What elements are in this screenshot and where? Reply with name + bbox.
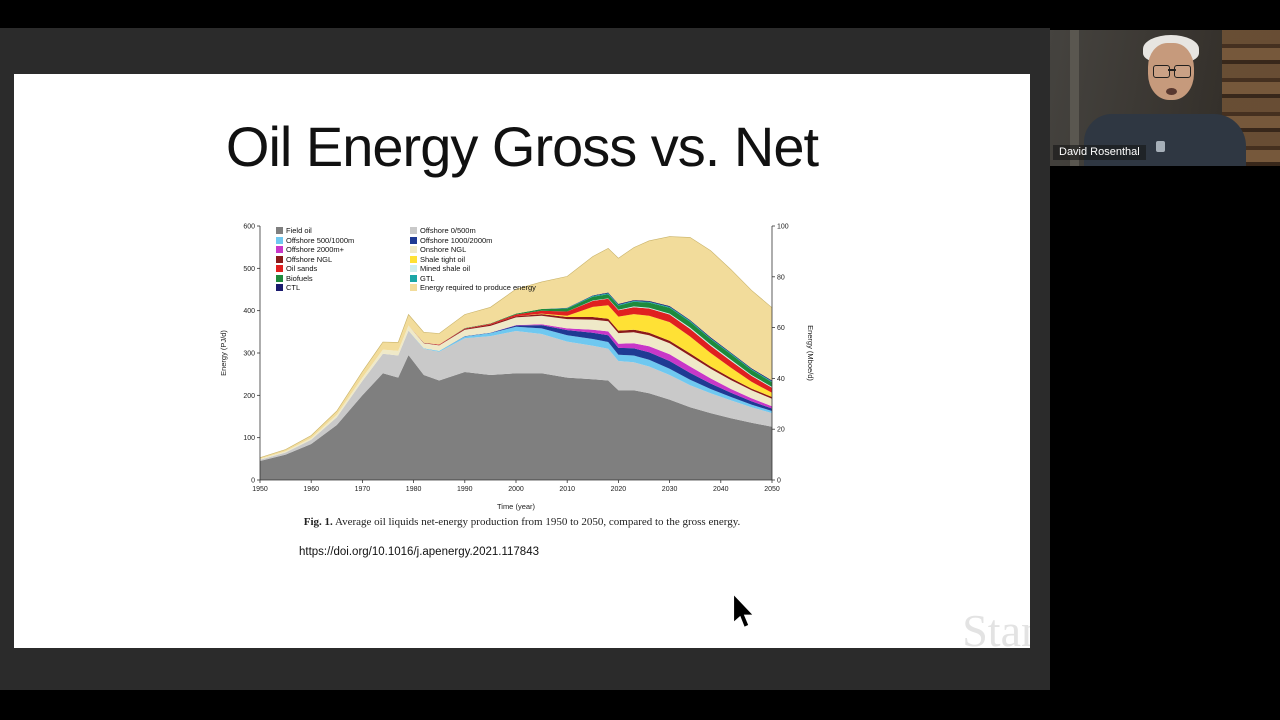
tick-label: 2030 xyxy=(662,486,678,493)
legend-item: Offshore 500/1000m xyxy=(276,236,394,246)
tick-label: 2050 xyxy=(764,486,780,493)
presentation-slide: Oil Energy Gross vs. Net 0 100 200 300 400 50… xyxy=(14,74,1030,648)
legend-item: Offshore 1000/2000m xyxy=(410,236,536,246)
legend-item: GTL xyxy=(410,274,536,284)
watermark-text: Stan xyxy=(962,605,1030,648)
shirt-logo xyxy=(1156,141,1165,152)
tick-label: 1980 xyxy=(406,486,422,493)
participant-glasses xyxy=(1153,65,1191,78)
legend-label: Oil sands xyxy=(286,264,318,273)
chart-legend: Field oil Offshore 0/500m Offshore 500/100… xyxy=(276,226,536,293)
tick-label: 100 xyxy=(243,435,255,442)
series-energy-required-to-produce-energy xyxy=(260,236,772,459)
legend-label: Offshore 500/1000m xyxy=(286,235,355,245)
legend-label: Offshore NGL xyxy=(286,254,333,264)
legend-label: Biofuels xyxy=(286,273,313,283)
tick-label: 0 xyxy=(777,478,781,485)
tick-label: 2000 xyxy=(508,486,524,493)
participant-mouth xyxy=(1166,88,1177,95)
legend-label: Field oil xyxy=(286,226,312,235)
doi-text: https://doi.org/10.1016/j.apenergy.2021.… xyxy=(299,546,539,558)
legend-item: Biofuels xyxy=(276,274,394,284)
legend-swatch xyxy=(276,265,283,273)
tick-label: 1970 xyxy=(355,486,371,493)
legend-swatch xyxy=(276,236,283,244)
tick-label: 500 xyxy=(243,266,255,273)
tick-label: 2010 xyxy=(559,486,575,493)
figure-caption-label: Fig. 1. xyxy=(303,516,333,528)
screenshare-stage: Oil Energy Gross vs. Net 0 100 200 300 400 50… xyxy=(0,28,1050,690)
legend-label: Energy required to produce energy xyxy=(420,283,536,292)
tick-label: 1960 xyxy=(303,486,319,493)
series-onshore-ngl xyxy=(260,315,772,460)
legend-swatch xyxy=(276,246,283,254)
slide-title: Oil Energy Gross vs. Net xyxy=(225,115,819,178)
mouse-cursor-icon xyxy=(732,593,755,629)
tick-label: 40 xyxy=(777,376,785,383)
tick-label: 1950 xyxy=(252,486,268,493)
tick-label: 80 xyxy=(777,274,785,281)
legend-label: Mined shale oil xyxy=(420,264,471,273)
tick-label: 0 xyxy=(251,478,255,485)
tick-label: 1990 xyxy=(457,486,473,493)
legend-item: Field oil xyxy=(276,226,394,236)
legend-swatch xyxy=(276,227,283,235)
legend-item: Shale tight oil xyxy=(410,255,536,265)
legend-item: Offshore 2000m+ xyxy=(276,245,394,255)
legend-swatch xyxy=(410,236,417,244)
oil-energy-chart: 0 100 200 300 400 500 600 0 20 40 60 80 100 1950 1960 1… xyxy=(214,214,814,514)
tick-label: 100 xyxy=(777,224,789,231)
x-axis-title: Time (year) xyxy=(497,502,536,511)
legend-item: CTL xyxy=(276,283,394,293)
legend-item: Oil sands xyxy=(276,264,394,274)
tick-label: 20 xyxy=(777,427,785,434)
legend-label: Shale tight oil xyxy=(420,254,466,264)
legend-label: Offshore 1000/2000m xyxy=(420,235,493,245)
figure-caption-text: Average oil liquids net-energy productio… xyxy=(334,516,741,528)
legend-item: Offshore NGL xyxy=(276,255,394,265)
doorframe-shape xyxy=(1070,30,1079,166)
tick-label: 400 xyxy=(243,308,255,315)
tick-label: 60 xyxy=(777,325,785,332)
tick-label: 2020 xyxy=(611,486,627,493)
legend-swatch xyxy=(276,255,283,263)
glasses-lens-left xyxy=(1153,65,1170,78)
legend-item: Onshore NGL xyxy=(410,245,536,255)
legend-swatch xyxy=(410,227,417,235)
participant-name-label: David Rosenthal xyxy=(1053,145,1146,160)
legend-swatch xyxy=(410,265,417,273)
legend-swatch xyxy=(410,255,417,263)
webcam-tile: David Rosenthal xyxy=(1050,30,1280,166)
series-offshore-0-500m xyxy=(260,330,772,461)
legend-swatch xyxy=(410,246,417,254)
legend-item: Offshore 0/500m xyxy=(410,226,536,236)
figure-caption: Fig. 1. Average oil liquids net-energy p… xyxy=(14,516,1030,528)
legend-swatch xyxy=(276,284,283,292)
left-axis-title: Energy (PJ/d) xyxy=(219,330,228,376)
legend-label: Onshore NGL xyxy=(420,245,467,254)
tick-label: 200 xyxy=(243,393,255,400)
tick-label: 600 xyxy=(243,224,255,231)
legend-label: CTL xyxy=(286,283,301,292)
gross-energy-outline xyxy=(259,236,773,458)
legend-swatch xyxy=(410,284,417,292)
legend-label: GTL xyxy=(420,273,435,283)
legend-item: Mined shale oil xyxy=(410,264,536,274)
legend-swatch xyxy=(410,274,417,282)
glasses-lens-right xyxy=(1174,65,1191,78)
legend-label: Offshore 0/500m xyxy=(420,226,476,235)
glasses-bridge xyxy=(1168,69,1176,71)
legend-label: Offshore 2000m+ xyxy=(286,245,345,254)
tick-label: 300 xyxy=(243,351,255,358)
legend-item: Energy required to produce energy xyxy=(410,283,536,293)
legend-swatch xyxy=(276,274,283,282)
tick-label: 2040 xyxy=(713,486,729,493)
right-axis-title: Energy (Mboe/d) xyxy=(806,325,814,381)
series-offshore-500-1000m xyxy=(260,326,772,460)
series-field-oil xyxy=(260,355,772,480)
